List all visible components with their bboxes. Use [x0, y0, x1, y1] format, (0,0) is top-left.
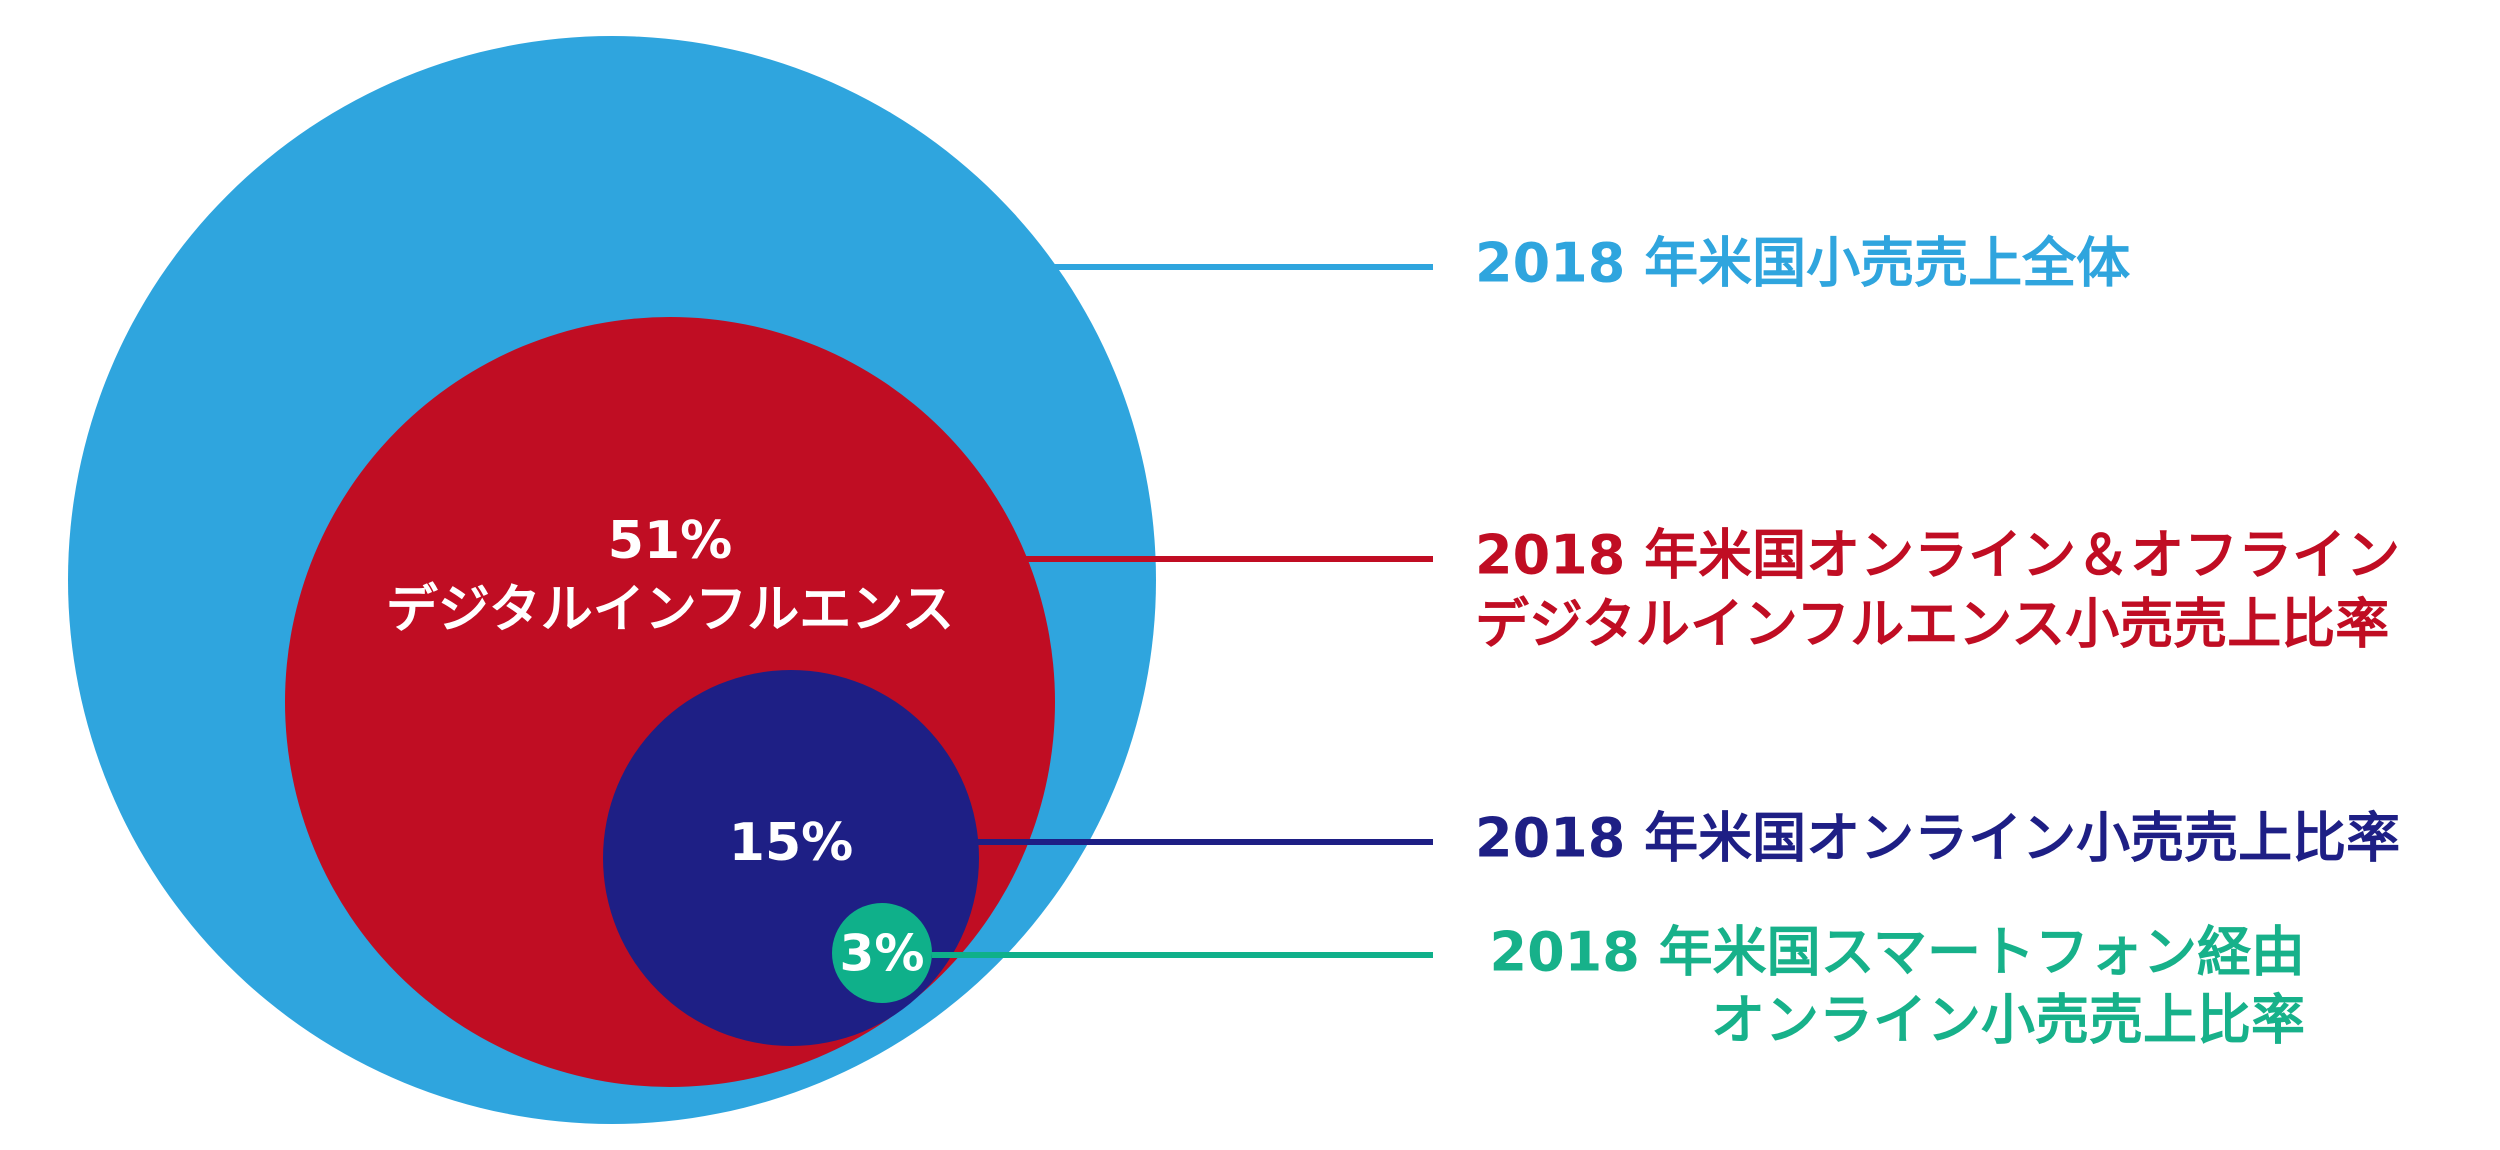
- value-label: 15%: [729, 813, 853, 873]
- value-label: 51%: [608, 511, 732, 571]
- smartphone-circle: [832, 903, 932, 1003]
- value-label: 3%: [840, 925, 925, 983]
- circle-label: 2018 年米国小売売上全体: [1475, 232, 2130, 295]
- circle-label: 2018 年米国オンライン小売売上比率: [1475, 807, 2400, 870]
- circle-label: 2018 年米国スマートフォン経由: [1490, 921, 2305, 984]
- inner-label: デジタルインフルエンス: [386, 580, 954, 640]
- circle-label: デジタルインフルエンス小売売上比率: [1475, 593, 2389, 656]
- circle-label: 2018 年米国オンライン＆オフライン: [1475, 524, 2400, 587]
- circle-label: オンライン小売売上比率: [1711, 989, 2305, 1052]
